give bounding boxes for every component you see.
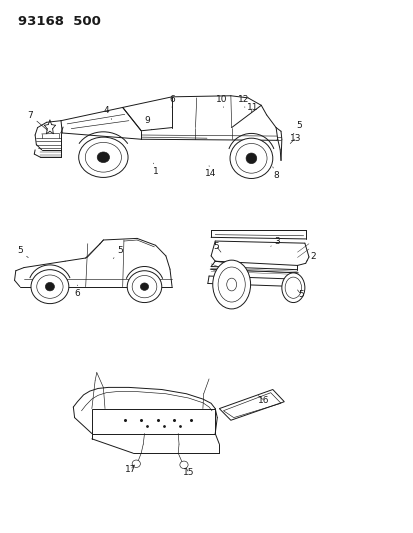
Text: 6: 6 xyxy=(169,95,175,108)
Text: 1: 1 xyxy=(152,163,158,175)
Ellipse shape xyxy=(212,260,250,309)
Text: 11: 11 xyxy=(246,103,257,112)
Text: 3: 3 xyxy=(270,237,279,246)
Text: 7: 7 xyxy=(27,111,47,131)
Text: 10: 10 xyxy=(215,95,227,108)
Ellipse shape xyxy=(97,152,109,163)
Text: 8: 8 xyxy=(272,167,278,180)
Text: 5: 5 xyxy=(113,246,123,259)
Text: 2: 2 xyxy=(306,253,315,262)
Text: 93168  500: 93168 500 xyxy=(18,14,100,28)
Text: 15: 15 xyxy=(182,468,194,477)
Text: 17: 17 xyxy=(125,465,136,473)
Ellipse shape xyxy=(140,283,148,290)
Text: 13: 13 xyxy=(289,134,300,143)
Text: 14: 14 xyxy=(205,166,216,178)
Ellipse shape xyxy=(45,282,54,291)
Ellipse shape xyxy=(132,276,157,298)
Ellipse shape xyxy=(245,153,256,164)
Ellipse shape xyxy=(218,267,244,302)
Ellipse shape xyxy=(285,277,301,298)
Text: 9: 9 xyxy=(144,116,151,130)
Text: 5: 5 xyxy=(17,246,28,257)
Ellipse shape xyxy=(127,271,161,303)
Text: 5: 5 xyxy=(293,122,301,134)
Text: 6: 6 xyxy=(74,285,80,297)
Ellipse shape xyxy=(281,273,304,303)
Ellipse shape xyxy=(78,137,128,177)
Text: 16: 16 xyxy=(257,395,269,405)
Text: 4: 4 xyxy=(103,106,112,119)
Ellipse shape xyxy=(230,138,272,179)
Ellipse shape xyxy=(226,278,236,291)
Ellipse shape xyxy=(132,460,140,467)
Text: 5: 5 xyxy=(297,289,303,298)
Ellipse shape xyxy=(235,143,266,173)
Text: 12: 12 xyxy=(238,95,249,108)
Ellipse shape xyxy=(31,270,69,304)
Ellipse shape xyxy=(179,461,188,469)
Ellipse shape xyxy=(85,142,121,172)
Text: 5: 5 xyxy=(213,242,221,252)
Ellipse shape xyxy=(37,275,63,298)
